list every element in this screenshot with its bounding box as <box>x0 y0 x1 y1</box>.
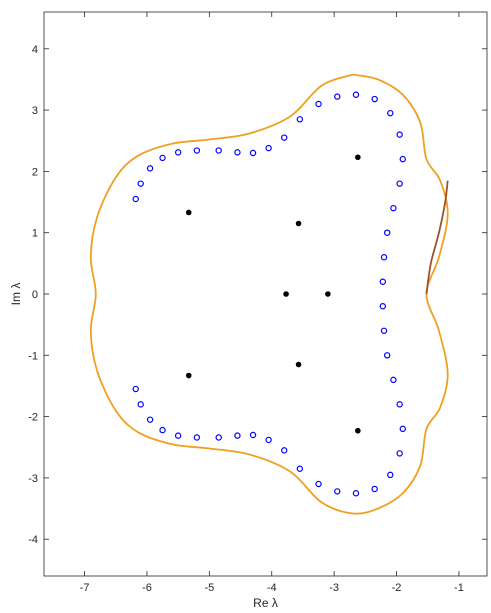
circle-point <box>396 131 403 138</box>
y-tick-label: 0 <box>32 289 38 301</box>
circle-point <box>234 149 241 156</box>
dot-point <box>185 209 192 216</box>
circle-point <box>383 352 391 359</box>
circle-point <box>159 154 166 162</box>
circle-point <box>383 229 391 236</box>
circle-point <box>281 447 288 454</box>
circle-point <box>396 450 403 457</box>
circle-point <box>334 488 341 495</box>
dot-point <box>295 220 302 227</box>
circle-point <box>352 91 360 98</box>
dot-point <box>355 427 361 434</box>
circle-point <box>387 109 394 117</box>
circle-point <box>193 434 201 441</box>
circle-point <box>380 327 388 334</box>
circle-point <box>234 432 241 439</box>
circle-point <box>315 480 322 488</box>
circle-point <box>265 436 272 444</box>
circle-point <box>379 303 387 310</box>
x-tick-label: -4 <box>267 582 277 594</box>
circle-point <box>399 425 406 433</box>
circle-point <box>132 195 139 203</box>
y-tick-label: -3 <box>28 473 38 485</box>
circle-point <box>137 180 144 187</box>
circle-point <box>387 471 394 479</box>
x-tick-label: -1 <box>454 582 464 594</box>
y-tick-label: 4 <box>32 44 38 56</box>
circle-point <box>399 155 406 163</box>
circle-point <box>193 147 201 154</box>
circle-point <box>281 134 288 141</box>
axes-box <box>43 11 488 577</box>
circle-point <box>296 116 304 123</box>
circle-point <box>132 385 139 393</box>
circle-point <box>146 165 154 172</box>
y-tick-label: 2 <box>32 166 38 178</box>
dot-point <box>295 361 302 368</box>
y-tick-label: -4 <box>28 534 38 546</box>
circle-point <box>371 485 378 493</box>
dot-point <box>283 291 289 297</box>
x-tick-label: -2 <box>392 582 402 594</box>
circle-point <box>379 278 387 285</box>
y-axis-label: Im λ <box>9 283 23 306</box>
circle-point <box>146 416 154 423</box>
circle-point <box>174 149 182 156</box>
circle-point <box>396 180 403 187</box>
circle-point <box>137 401 144 408</box>
dot-point <box>185 372 192 379</box>
circle-point <box>215 434 222 441</box>
y-tick-label: -1 <box>28 350 38 362</box>
outer-curve-segment-line <box>425 180 449 295</box>
circle-point <box>159 426 166 434</box>
circle-point <box>396 401 403 408</box>
outer-curve-line <box>89 73 449 515</box>
circle-point <box>265 144 272 152</box>
circle-point <box>390 376 397 384</box>
x-tick-label: -5 <box>204 582 214 594</box>
circle-point <box>249 431 257 439</box>
dot-point <box>325 291 331 297</box>
circle-point <box>352 490 360 497</box>
x-tick-label: -7 <box>80 582 90 594</box>
y-tick-label: 1 <box>32 228 38 240</box>
x-axis-label: Re λ <box>253 596 278 610</box>
circle-point <box>296 465 304 472</box>
dot-point <box>355 154 361 161</box>
y-tick-label: -2 <box>28 412 38 424</box>
circle-point <box>174 432 182 439</box>
circle-point <box>380 254 388 261</box>
circle-point <box>371 95 378 103</box>
x-tick-label: -6 <box>142 582 152 594</box>
circle-point <box>215 147 222 154</box>
x-tick-label: -3 <box>329 582 339 594</box>
y-tick-label: 3 <box>32 105 38 117</box>
circle-point <box>334 93 341 100</box>
circle-point <box>315 100 322 108</box>
circle-point <box>249 149 257 157</box>
circle-point <box>390 204 397 212</box>
